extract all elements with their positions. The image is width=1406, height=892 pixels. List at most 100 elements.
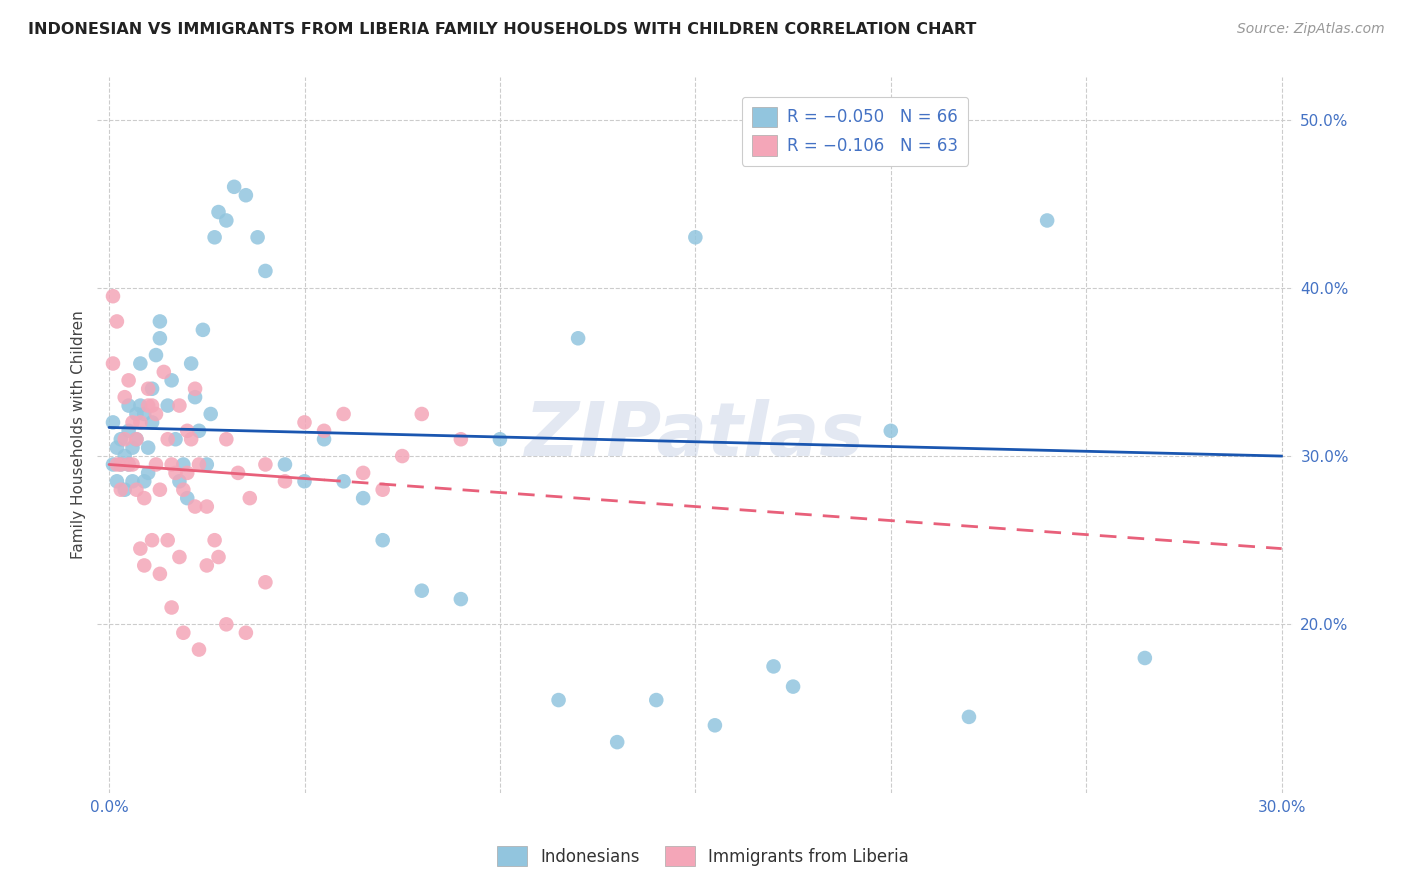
- Point: [450, 432, 472, 446]
- Point: [141, 533, 163, 548]
- Point: [567, 331, 589, 345]
- Point: [172, 483, 194, 497]
- Point: [117, 399, 139, 413]
- Point: [226, 466, 249, 480]
- Point: [121, 441, 143, 455]
- Point: [200, 407, 222, 421]
- Point: [312, 432, 335, 446]
- Point: [136, 441, 159, 455]
- Point: [101, 458, 124, 472]
- Point: [547, 693, 569, 707]
- Point: [114, 432, 136, 446]
- Point: [125, 407, 148, 421]
- Point: [957, 710, 980, 724]
- Point: [117, 373, 139, 387]
- Point: [352, 466, 374, 480]
- Point: [152, 365, 174, 379]
- Point: [188, 424, 211, 438]
- Point: [172, 458, 194, 472]
- Point: [762, 659, 785, 673]
- Point: [156, 432, 179, 446]
- Point: [156, 533, 179, 548]
- Point: [165, 432, 187, 446]
- Point: [239, 491, 262, 505]
- Point: [149, 483, 172, 497]
- Point: [782, 680, 804, 694]
- Point: [129, 541, 152, 556]
- Point: [352, 491, 374, 505]
- Point: [184, 382, 207, 396]
- Point: [149, 331, 172, 345]
- Point: [489, 432, 512, 446]
- Point: [188, 642, 211, 657]
- Point: [145, 348, 167, 362]
- Point: [176, 491, 198, 505]
- Point: [156, 399, 179, 413]
- Point: [411, 407, 433, 421]
- Point: [117, 424, 139, 438]
- Point: [332, 407, 354, 421]
- Point: [195, 458, 218, 472]
- Point: [160, 458, 183, 472]
- Point: [136, 382, 159, 396]
- Point: [391, 449, 413, 463]
- Point: [254, 458, 277, 472]
- Point: [254, 575, 277, 590]
- Point: [141, 416, 163, 430]
- Point: [207, 205, 229, 219]
- Point: [129, 416, 152, 430]
- Point: [110, 432, 132, 446]
- Point: [129, 399, 152, 413]
- Point: [125, 432, 148, 446]
- Y-axis label: Family Households with Children: Family Households with Children: [72, 310, 86, 559]
- Point: [125, 483, 148, 497]
- Point: [117, 458, 139, 472]
- Text: ZIPatlas: ZIPatlas: [526, 399, 865, 472]
- Point: [645, 693, 668, 707]
- Point: [134, 491, 156, 505]
- Point: [371, 483, 394, 497]
- Point: [172, 625, 194, 640]
- Point: [136, 466, 159, 480]
- Point: [312, 424, 335, 438]
- Point: [121, 475, 143, 489]
- Point: [101, 357, 124, 371]
- Point: [114, 390, 136, 404]
- Point: [121, 458, 143, 472]
- Point: [145, 407, 167, 421]
- Point: [204, 533, 226, 548]
- Point: [606, 735, 628, 749]
- Point: [149, 314, 172, 328]
- Point: [105, 475, 128, 489]
- Point: [180, 357, 202, 371]
- Point: [141, 399, 163, 413]
- Text: Source: ZipAtlas.com: Source: ZipAtlas.com: [1237, 22, 1385, 37]
- Point: [274, 475, 297, 489]
- Point: [125, 432, 148, 446]
- Point: [880, 424, 903, 438]
- Point: [121, 416, 143, 430]
- Point: [101, 289, 124, 303]
- Point: [1036, 213, 1059, 227]
- Point: [332, 475, 354, 489]
- Point: [188, 458, 211, 472]
- Point: [114, 483, 136, 497]
- Point: [110, 483, 132, 497]
- Point: [105, 441, 128, 455]
- Point: [180, 432, 202, 446]
- Point: [254, 264, 277, 278]
- Point: [101, 416, 124, 430]
- Point: [235, 625, 257, 640]
- Point: [145, 458, 167, 472]
- Point: [160, 600, 183, 615]
- Text: INDONESIAN VS IMMIGRANTS FROM LIBERIA FAMILY HOUSEHOLDS WITH CHILDREN CORRELATIO: INDONESIAN VS IMMIGRANTS FROM LIBERIA FA…: [28, 22, 977, 37]
- Point: [169, 399, 191, 413]
- Point: [114, 449, 136, 463]
- Point: [176, 424, 198, 438]
- Point: [411, 583, 433, 598]
- Point: [169, 549, 191, 564]
- Point: [215, 617, 238, 632]
- Point: [184, 500, 207, 514]
- Point: [110, 458, 132, 472]
- Point: [195, 500, 218, 514]
